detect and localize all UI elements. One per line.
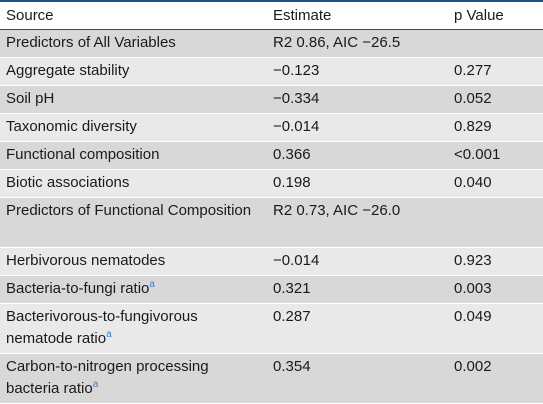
cell-estimate: −0.014 [267, 247, 448, 276]
cell-source: Carbon-to-nitrogen processing bacteria r… [0, 353, 267, 404]
cell-p-value: 0.002 [448, 353, 543, 404]
footnote-marker[interactable]: a [106, 329, 112, 340]
cell-estimate: R2 0.73, AIC −26.0 [267, 197, 448, 248]
table-row: Taxonomic diversity −0.014 0.829 [0, 113, 543, 142]
header-source: Source [0, 2, 267, 30]
cell-estimate: −0.123 [267, 57, 448, 86]
source-text: Biotic associations [6, 174, 130, 191]
cell-p-value: 0.829 [448, 113, 543, 142]
cell-source: Herbivorous nematodes [0, 247, 267, 276]
source-text: Predictors of All Variables [6, 34, 176, 51]
cell-source: Functional composition [0, 141, 267, 170]
table-header: Source Estimate p Value [0, 2, 543, 30]
footnote-marker[interactable]: a [149, 279, 155, 290]
footnote-marker[interactable]: a [92, 379, 99, 390]
header-p-value: p Value [448, 2, 543, 30]
source-text: Taxonomic diversity [6, 118, 137, 135]
cell-p-value [448, 197, 543, 248]
table-row: Predictors of All Variables R2 0.86, AIC … [0, 29, 543, 58]
cell-p-value: 0.277 [448, 57, 543, 86]
source-text: Bacteria-to-fungi ratio [6, 280, 150, 297]
source-text: Functional composition [6, 146, 160, 163]
cell-p-value [448, 29, 543, 58]
table-row: Functional composition 0.366 <0.001 [0, 141, 543, 170]
source-text: Bacterivorous-to-fungivorous nematode ra… [6, 308, 198, 347]
cell-source: Predictors of Functional Composition [0, 197, 267, 248]
cell-source: Soil pH [0, 85, 267, 114]
table-body: Predictors of All Variables R2 0.86, AIC … [0, 29, 543, 404]
table-row: Biotic associations 0.198 0.040 [0, 169, 543, 198]
cell-p-value: 0.052 [448, 85, 543, 114]
table-row: Aggregate stability −0.123 0.277 [0, 57, 543, 86]
table-row: Bacteria-to-fungi ratioa 0.321 0.003 [0, 275, 543, 304]
cell-estimate: R2 0.86, AIC −26.5 [267, 29, 448, 58]
cell-p-value: 0.040 [448, 169, 543, 198]
cell-p-value: 0.923 [448, 247, 543, 276]
cell-estimate: 0.198 [267, 169, 448, 198]
cell-estimate: 0.354 [267, 353, 448, 404]
cell-estimate: 0.366 [267, 141, 448, 170]
cell-p-value: <0.001 [448, 141, 543, 170]
cell-estimate: 0.321 [267, 275, 448, 304]
table-row: Carbon-to-nitrogen processing bacteria r… [0, 353, 543, 404]
cell-source: Bacteria-to-fungi ratioa [0, 275, 267, 304]
table-row: Soil pH −0.334 0.052 [0, 85, 543, 114]
source-text: Herbivorous nematodes [6, 252, 166, 269]
table-row: Bacterivorous-to-fungivorous nematode ra… [0, 303, 543, 354]
table-row: Herbivorous nematodes −0.014 0.923 [0, 247, 543, 276]
cell-p-value: 0.049 [448, 303, 543, 354]
cell-p-value: 0.003 [448, 275, 543, 304]
cell-source: Biotic associations [0, 169, 267, 198]
cell-source: Bacterivorous-to-fungivorous nematode ra… [0, 303, 267, 354]
header-row: Source Estimate p Value [0, 2, 543, 30]
source-text: Carbon-to-nitrogen processing bacteria r… [6, 358, 209, 397]
source-text: Aggregate stability [6, 62, 130, 79]
header-estimate: Estimate [267, 2, 448, 30]
cell-source: Taxonomic diversity [0, 113, 267, 142]
cell-estimate: 0.287 [267, 303, 448, 354]
cell-source: Predictors of All Variables [0, 29, 267, 58]
cell-source: Aggregate stability [0, 57, 267, 86]
source-text: Soil pH [6, 90, 55, 107]
table-row: Predictors of Functional Composition R2 0… [0, 197, 543, 248]
cell-estimate: −0.014 [267, 113, 448, 142]
source-text: Predictors of Functional Composition [6, 202, 252, 219]
cell-estimate: −0.334 [267, 85, 448, 114]
